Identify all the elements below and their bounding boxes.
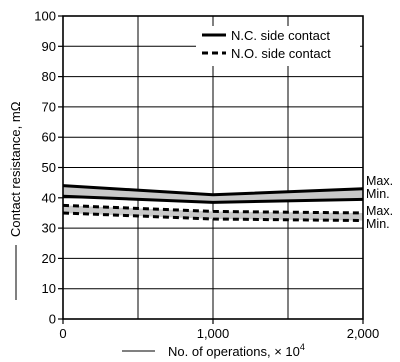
x-tick-label: 1,000 [197, 326, 230, 341]
y-tick-label: 80 [42, 69, 56, 84]
no-max-label: Max. [366, 204, 393, 218]
x-axis-title: No. of operations, × 104 [168, 342, 305, 359]
y-tick-label: 100 [34, 9, 56, 24]
y-tick-label: 20 [42, 251, 56, 266]
y-tick-label: 0 [49, 312, 56, 327]
y-axis-title: Contact resistance, mΩ [8, 101, 23, 237]
legend-background [196, 26, 360, 66]
x-axis-title-exponent: 4 [300, 342, 305, 352]
series-lines [62, 184, 364, 223]
series-1-min-line [62, 211, 364, 223]
x-tick-label: 2,000 [347, 326, 380, 341]
nc-max-label: Max. [366, 174, 393, 188]
y-tick-label: 30 [42, 221, 56, 236]
y-tick-label: 70 [42, 99, 56, 114]
x-tick-label: 0 [59, 326, 66, 341]
y-tick-label: 10 [42, 281, 56, 296]
legend: N.C. side contact N.O. side contact [196, 26, 360, 66]
y-tick-label: 60 [42, 130, 56, 145]
series-1-max-line [62, 203, 364, 215]
y-tick-label: 90 [42, 39, 56, 54]
no-min-label: Min. [366, 217, 390, 231]
series-0-min-line [62, 194, 364, 204]
y-tick-label: 40 [42, 190, 56, 205]
y-tick-label: 50 [42, 160, 56, 175]
series-0-max-line [62, 184, 364, 197]
legend-label-nc: N.C. side contact [231, 28, 330, 43]
axis-ticks: 0 10 20 30 40 50 60 70 80 90 100 0 1,000 2,000 [34, 9, 379, 342]
x-axis-title-main: No. of operations, × 10 [168, 344, 300, 359]
nc-min-label: Min. [366, 187, 390, 201]
legend-label-no: N.O. side contact [231, 46, 331, 61]
